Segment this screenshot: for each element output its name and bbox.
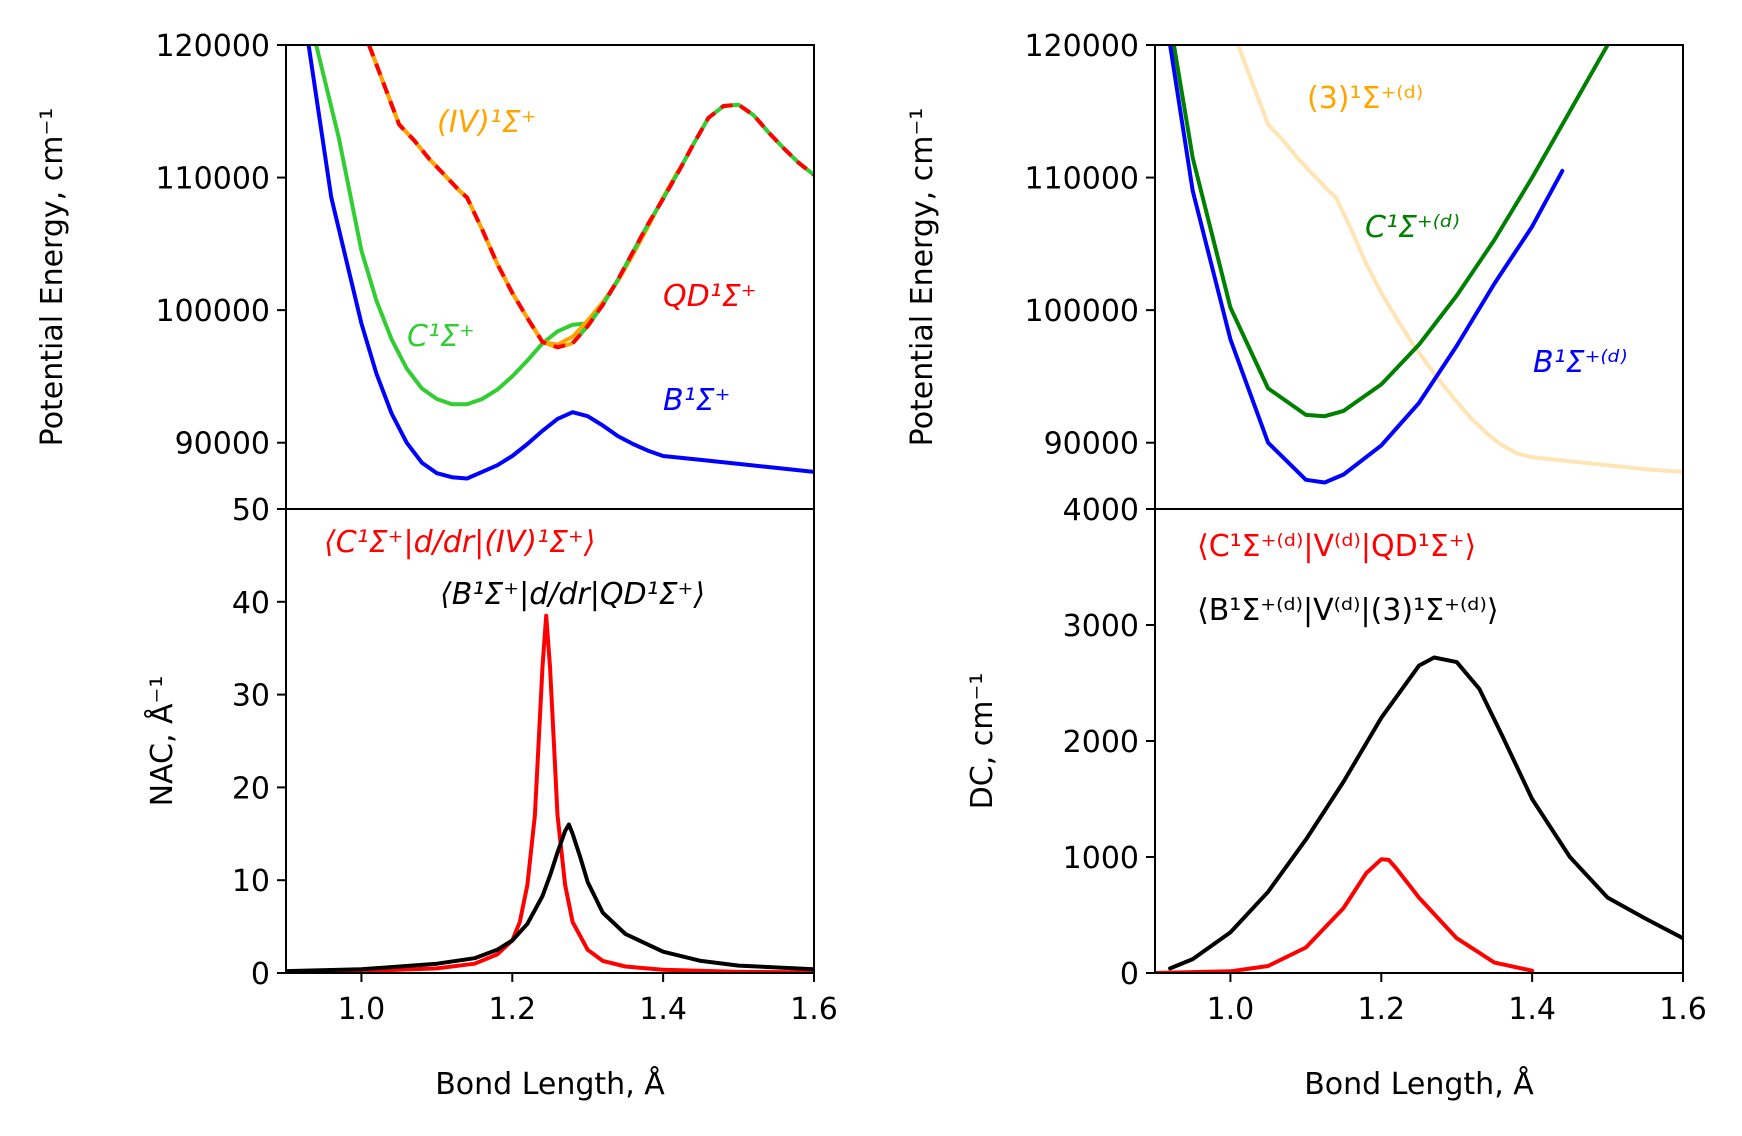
series-line-0-4 — [571, 102, 814, 345]
label-c-right: C¹Σ⁺⁽ᵈ⁾ — [1365, 210, 1460, 245]
bottom-right-xlabel: Bond Length, Å — [1304, 1066, 1534, 1102]
y-tick-label: 10 — [232, 864, 270, 899]
x-tick-label: 1.4 — [639, 992, 687, 1027]
x-tick-label: 1.6 — [1659, 992, 1707, 1027]
series-line-1-0 — [286, 613, 814, 973]
bottom-left-xlabel: Bond Length, Å — [435, 1066, 665, 1102]
x-tick-label: 1.0 — [1207, 992, 1255, 1027]
top-right-ylabel: Potential Energy, cm⁻¹ — [905, 108, 940, 447]
y-tick-label: 0 — [251, 957, 270, 992]
label-c-left: C¹Σ⁺ — [407, 319, 475, 354]
x-tick-label: 1.2 — [488, 992, 536, 1027]
series-line-3-1 — [1168, 655, 1683, 971]
y-tick-label: 3000 — [1063, 609, 1139, 644]
series-line-2-0 — [1236, 45, 1683, 474]
nac-red-label: ⟨C¹Σ⁺|d/dr|(IV)¹Σ⁺⟩ — [324, 525, 596, 560]
x-tick-label: 1.2 — [1357, 992, 1405, 1027]
y-tick-label: 40 — [232, 586, 270, 621]
series-line-0-3-base — [367, 45, 574, 350]
label-qd: QD¹Σ⁺ — [663, 279, 757, 314]
series-line-1-1 — [286, 822, 814, 973]
y-tick-label: 90000 — [175, 427, 270, 462]
ticks: 90000 100000 110000 120000 0 10 20 30 40 50 1.0 1.2… — [155, 29, 1706, 1027]
y-tick-label: 110000 — [1024, 162, 1139, 197]
y-tick-label: 1000 — [1063, 841, 1139, 876]
label-three: (3)¹Σ⁺⁽ᵈ⁾ — [1307, 81, 1423, 116]
series-line-2-2 — [1168, 45, 1565, 485]
y-tick-label: 120000 — [155, 29, 270, 64]
right-frame — [1154, 44, 1684, 974]
y-tick-label: 110000 — [155, 162, 270, 197]
series-line-3-0 — [1155, 857, 1535, 973]
y-tick-label: 90000 — [1044, 427, 1139, 462]
top-left-curves — [306, 45, 814, 481]
bottom-right-curves — [1155, 655, 1683, 973]
x-tick-label: 1.0 — [338, 992, 386, 1027]
series-line-0-3 — [367, 45, 574, 350]
bottom-right-ylabel: DC, cm⁻¹ — [965, 673, 1000, 810]
series-line-0-2 — [367, 45, 681, 347]
series-line-2-1 — [1171, 45, 1610, 419]
y-tick-label: 100000 — [155, 294, 270, 329]
x-tick-label: 1.4 — [1508, 992, 1556, 1027]
x-tick-label: 1.6 — [790, 992, 838, 1027]
nac-black-label: ⟨B¹Σ⁺|d/dr|QD¹Σ⁺⟩ — [440, 577, 705, 612]
y-tick-label: 100000 — [1024, 294, 1139, 329]
dc-red-label: ⟨C¹Σ⁺⁽ᵈ⁾|V⁽ᵈ⁾|QD¹Σ⁺⟩ — [1197, 529, 1476, 564]
top-right-curves — [1168, 45, 1683, 485]
label-iv: (IV)¹Σ⁺ — [437, 105, 537, 140]
y-tick-label: 2000 — [1063, 725, 1139, 760]
left-frame — [285, 44, 815, 974]
y-tick-label: 4000 — [1063, 493, 1139, 528]
label-b-right: B¹Σ⁺⁽ᵈ⁾ — [1533, 345, 1627, 380]
bottom-left-ylabel: NAC, Å⁻¹ — [144, 676, 180, 807]
y-tick-label: 0 — [1120, 957, 1139, 992]
dc-black-label: ⟨B¹Σ⁺⁽ᵈ⁾|V⁽ᵈ⁾|(3)¹Σ⁺⁽ᵈ⁾⟩ — [1197, 593, 1499, 628]
label-b-left: B¹Σ⁺ — [663, 383, 730, 418]
y-tick-label: 50 — [232, 493, 270, 528]
bottom-left-curves — [286, 613, 814, 973]
top-left-ylabel: Potential Energy, cm⁻¹ — [35, 108, 70, 447]
y-tick-label: 120000 — [1024, 29, 1139, 64]
y-tick-label: 20 — [232, 771, 270, 806]
series-line-0-0 — [306, 45, 814, 481]
y-tick-label: 30 — [232, 679, 270, 714]
